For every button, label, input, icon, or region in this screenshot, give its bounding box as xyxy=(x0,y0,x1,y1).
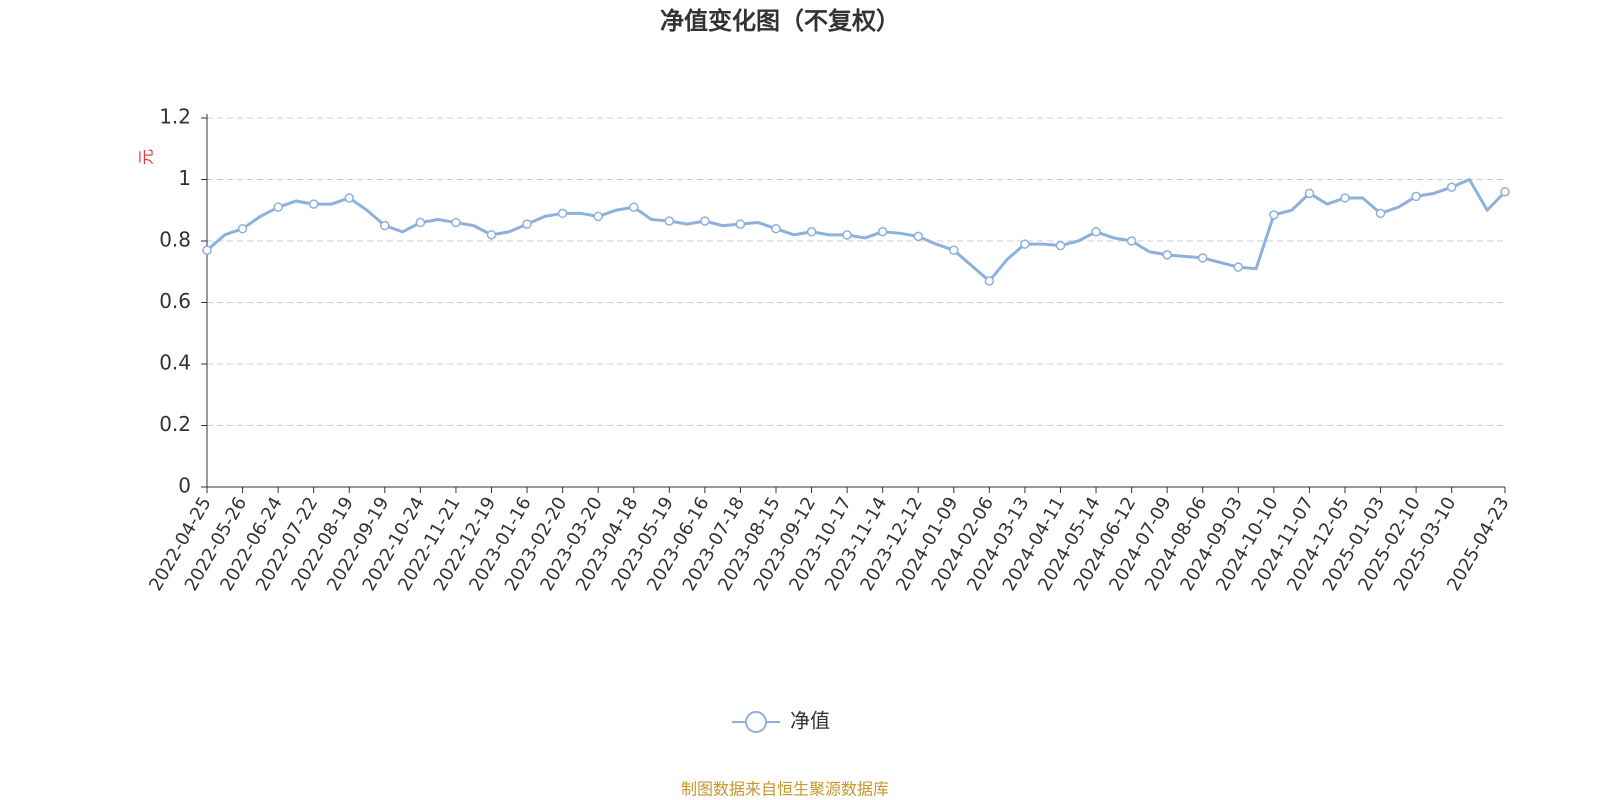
point-marker xyxy=(1020,239,1030,249)
point-marker xyxy=(1162,250,1172,260)
point-marker xyxy=(1446,182,1457,192)
point-marker xyxy=(1375,208,1386,219)
y-tick-label: 0 xyxy=(178,474,191,498)
point-marker xyxy=(308,199,319,209)
point-marker xyxy=(700,216,710,226)
point-marker xyxy=(557,208,568,219)
point-marker xyxy=(984,276,995,286)
point-marker xyxy=(1340,193,1350,203)
point-marker xyxy=(1126,236,1137,246)
legend-marker xyxy=(745,711,767,733)
point-marker xyxy=(380,220,390,231)
y-tick-label: 0.2 xyxy=(159,412,191,436)
y-tick-label: 0.8 xyxy=(159,228,191,252)
chart-title: 净值变化图（不复权） xyxy=(660,7,900,35)
point-marker xyxy=(628,202,639,212)
point-marker xyxy=(593,211,603,222)
point-marker xyxy=(949,245,959,255)
point-marker xyxy=(1233,262,1244,272)
point-marker xyxy=(202,245,212,255)
y-tick-label: 1.2 xyxy=(159,105,191,129)
point-marker xyxy=(237,223,248,234)
point-marker xyxy=(1269,210,1279,220)
point-marker xyxy=(1091,227,1101,237)
point-marker xyxy=(1500,187,1510,197)
point-marker xyxy=(415,217,426,228)
point-marker xyxy=(1197,253,1208,263)
point-marker xyxy=(486,230,497,240)
point-marker xyxy=(1411,191,1421,202)
legend-label: 净值 xyxy=(790,709,830,733)
point-marker xyxy=(451,217,461,228)
point-marker xyxy=(806,227,817,237)
point-marker xyxy=(273,202,283,212)
point-marker xyxy=(771,223,781,234)
source-note: 制图数据来自恒生聚源数据库 xyxy=(681,780,889,799)
point-marker xyxy=(1055,240,1066,251)
y-tick-label: 0.6 xyxy=(159,289,191,313)
y-tick-label: 0.4 xyxy=(159,351,191,375)
point-marker xyxy=(522,219,532,229)
point-marker xyxy=(344,193,354,203)
point-marker xyxy=(735,219,746,229)
point-marker xyxy=(842,230,852,240)
point-marker xyxy=(877,227,888,237)
point-marker xyxy=(913,231,923,242)
point-marker xyxy=(1304,188,1315,199)
y-tick-label: 1 xyxy=(178,166,191,190)
point-marker xyxy=(664,216,675,226)
y-axis-label: 元 xyxy=(137,149,156,165)
